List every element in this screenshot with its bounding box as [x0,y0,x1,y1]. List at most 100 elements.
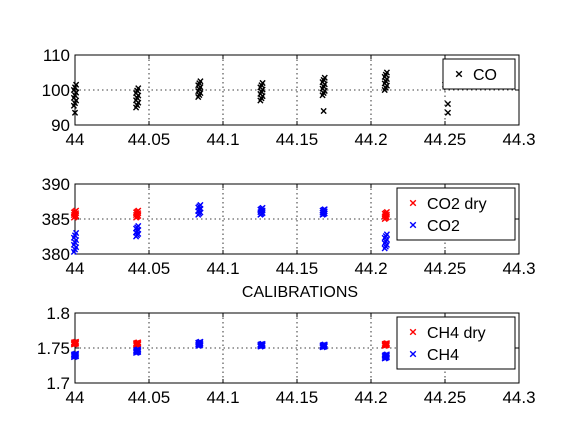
x-tick-label: 44.1 [206,130,239,149]
legend: CO2 dry CO2 [396,187,516,241]
legend-box [396,187,516,241]
x-tick-label: 44.25 [424,388,467,407]
data-point [259,204,266,211]
legend-label: CH4 [427,347,459,364]
data-cluster [70,229,80,255]
data-cluster [195,78,204,101]
data-point [73,229,80,237]
data-point [444,109,452,116]
data-point [259,340,266,347]
legend-box [442,58,516,90]
legend: CH4 dry CH4 [396,316,516,370]
y-tick-label: 390 [42,175,70,194]
data-point [321,341,328,348]
co2-panel: 44 44.05 44.1 44.15 44.2 44.25 44.3 380 385 390 CO… [42,175,536,278]
y-tick-label: 1.8 [46,304,70,323]
data-cluster [257,340,266,350]
x-tick-label: 44.1 [206,259,239,278]
x-tick-label: 44.15 [276,388,319,407]
data-point [135,222,142,230]
data-cluster [132,346,142,356]
y-tick-label: 380 [42,245,70,264]
data-point [73,207,80,214]
data-point [197,201,204,209]
data-cluster [381,340,390,349]
data-cluster [381,231,390,252]
y-tick-label: 1.75 [37,339,70,358]
legend-marker [409,328,417,336]
legend-label: CO2 [427,218,460,235]
x-tick-label: 44 [66,259,85,278]
data-point [135,346,142,353]
x-tick-label: 44.15 [276,130,319,149]
legend-marker [409,199,417,207]
data-point [73,81,80,88]
ch4-panel: 44 44.05 44.1 44.15 44.2 44.25 44.3 1.7 1.75 1.8 C… [37,304,536,407]
y-tick-label: 90 [51,116,70,135]
legend-marker [409,221,417,229]
legend: CO [442,58,516,90]
legend-marker [455,70,463,78]
calibrations-label: CALIBRATIONS [242,284,358,301]
data-point [383,231,390,238]
y-tick-label: 1.7 [46,374,70,393]
co-panel: 44 44.05 44.1 44.15 44.2 44.25 44.3 90 100 110 CO [42,46,536,149]
data-cluster [70,81,80,109]
data-point [444,100,452,108]
x-tick-label: 44.2 [354,388,387,407]
data-point [73,350,80,357]
data-point [321,74,328,81]
x-tick-label: 44.15 [276,259,319,278]
data-cluster [132,339,142,349]
x-tick-label: 44.25 [424,130,467,149]
data-point [197,338,204,345]
data-point [135,339,142,346]
x-tick-label: 44.05 [128,130,171,149]
data-cluster [257,204,266,218]
data-point [383,208,390,216]
data-cluster [195,338,204,349]
x-tick-label: 44.3 [502,259,535,278]
data-cluster [381,351,390,362]
x-tick-label: 44.3 [502,130,535,149]
data-point [73,338,80,345]
data-cluster [381,208,390,223]
data-cluster [70,350,80,361]
data-point [197,78,204,85]
data-cluster [319,206,328,218]
data-cluster [132,222,142,240]
x-tick-label: 44.3 [502,388,535,407]
x-tick-label: 44 [66,388,85,407]
x-tick-label: 44.05 [128,388,171,407]
legend-box [396,316,516,370]
x-tick-label: 44.1 [206,388,239,407]
x-tick-label: 44.2 [354,259,387,278]
data-point [135,85,142,92]
legend-label: CO2 dry [427,196,487,213]
x-tick-label: 44.05 [128,259,171,278]
data-cluster [195,201,204,218]
data-point [71,109,79,116]
legend-label: CO [473,67,497,84]
data-cluster [319,74,328,99]
data-cluster [132,85,142,111]
data-point [135,207,142,214]
legend-marker [409,350,417,358]
x-tick-label: 44.2 [354,130,387,149]
y-tick-label: 100 [42,81,70,100]
data-cluster [70,338,80,348]
data-cluster [381,69,390,94]
y-tick-label: 385 [42,210,70,229]
data-point [383,340,390,347]
data-point [320,107,327,115]
data-cluster [257,79,266,104]
data-point [383,69,390,76]
x-tick-label: 44 [66,130,85,149]
data-point [383,351,390,358]
data-cluster [70,207,80,221]
x-tick-label: 44.25 [424,259,467,278]
data-point [259,79,266,87]
data-point [321,206,328,213]
y-tick-label: 110 [43,46,70,65]
